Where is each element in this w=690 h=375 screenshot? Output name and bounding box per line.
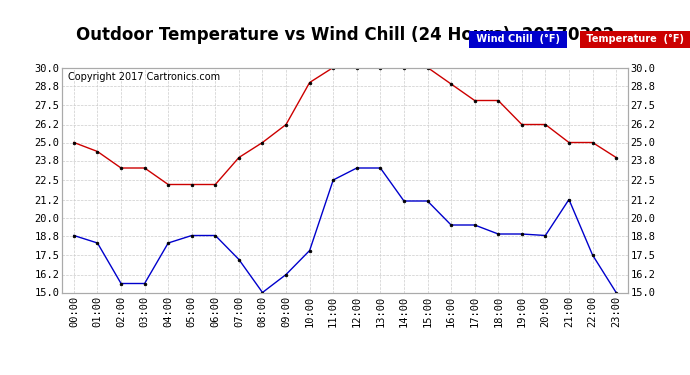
Text: Wind Chill  (°F): Wind Chill (°F): [473, 34, 563, 44]
Text: Copyright 2017 Cartronics.com: Copyright 2017 Cartronics.com: [68, 72, 220, 82]
Text: Temperature  (°F): Temperature (°F): [583, 34, 687, 44]
Text: Outdoor Temperature vs Wind Chill (24 Hours)  20170302: Outdoor Temperature vs Wind Chill (24 Ho…: [76, 26, 614, 44]
